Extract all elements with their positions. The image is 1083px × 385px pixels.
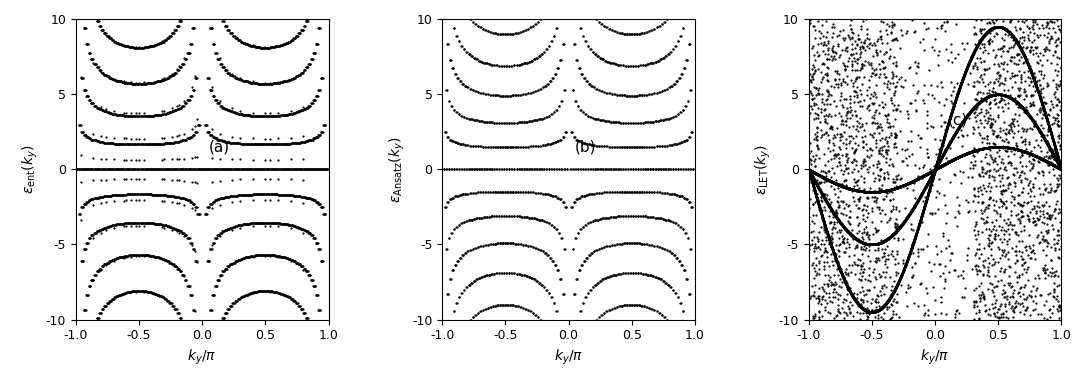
X-axis label: $k_y/\pi$: $k_y/\pi$ xyxy=(921,348,950,367)
Text: (a): (a) xyxy=(208,139,230,154)
Text: (b): (b) xyxy=(575,139,597,154)
X-axis label: $k_y/\pi$: $k_y/\pi$ xyxy=(187,348,217,367)
Y-axis label: $\epsilon_{\mathrm{LET}}(k_y)$: $\epsilon_{\mathrm{LET}}(k_y)$ xyxy=(754,144,773,195)
Y-axis label: $\epsilon_{\mathrm{Ansatz}}(k_y)$: $\epsilon_{\mathrm{Ansatz}}(k_y)$ xyxy=(388,136,406,203)
X-axis label: $k_y/\pi$: $k_y/\pi$ xyxy=(553,348,584,367)
Text: (c): (c) xyxy=(948,112,968,127)
Y-axis label: $\epsilon_{\mathrm{ent}}(k_y)$: $\epsilon_{\mathrm{ent}}(k_y)$ xyxy=(21,145,40,194)
